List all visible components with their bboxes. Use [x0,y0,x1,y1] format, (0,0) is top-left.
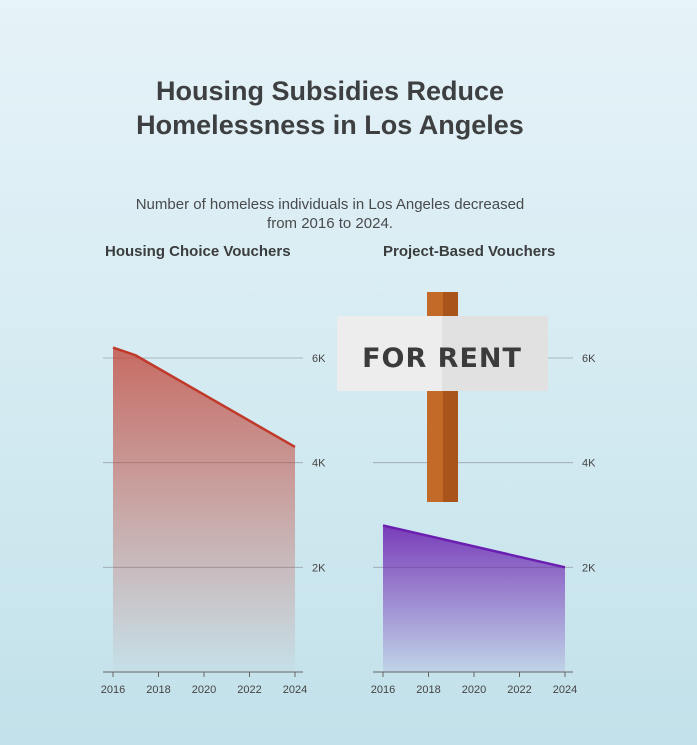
x-tick-label: 2022 [237,684,261,696]
x-tick-label: 2024 [283,684,307,696]
chart-subtitle: Number of homeless individuals in Los An… [135,196,525,232]
y-tick-label: 2K [312,562,326,574]
panel-title-project-based: Project-Based Vouchers [383,243,556,260]
x-tick-label: 2020 [462,684,486,696]
panel-title-housing-choice: Housing Choice Vouchers [105,243,291,260]
y-tick-label: 6K [582,353,596,365]
series-line [382,524,566,569]
x-tick-label: 2016 [371,684,395,696]
panel-project-based: 2K 4K 6K 2016 2018 2020 2022 2024 [371,353,596,696]
y-tick-label: 2K [582,562,596,574]
series-area [113,347,295,672]
x-tick-label: 2018 [146,684,170,696]
y-tick-label: 4K [312,458,326,470]
x-tick-label: 2018 [416,684,440,696]
panel-housing-choice: 2K 4K 6K 2016 2018 2020 2022 2024 [101,346,326,696]
x-tick-label: 2020 [192,684,216,696]
sign-board-shade [442,316,548,391]
y-tick-label: 4K [582,458,596,470]
for-rent-sign: FOR RENT [337,292,548,502]
x-tick-label: 2022 [507,684,531,696]
chart-title: Housing Subsidies Reduce Homelessness in… [136,76,524,140]
y-tick-label: 6K [312,353,326,365]
x-tick-label: 2024 [553,684,577,696]
sign-text: FOR RENT [362,343,522,374]
x-tick-label: 2016 [101,684,125,696]
series-area [383,525,565,672]
series-line [112,346,296,449]
